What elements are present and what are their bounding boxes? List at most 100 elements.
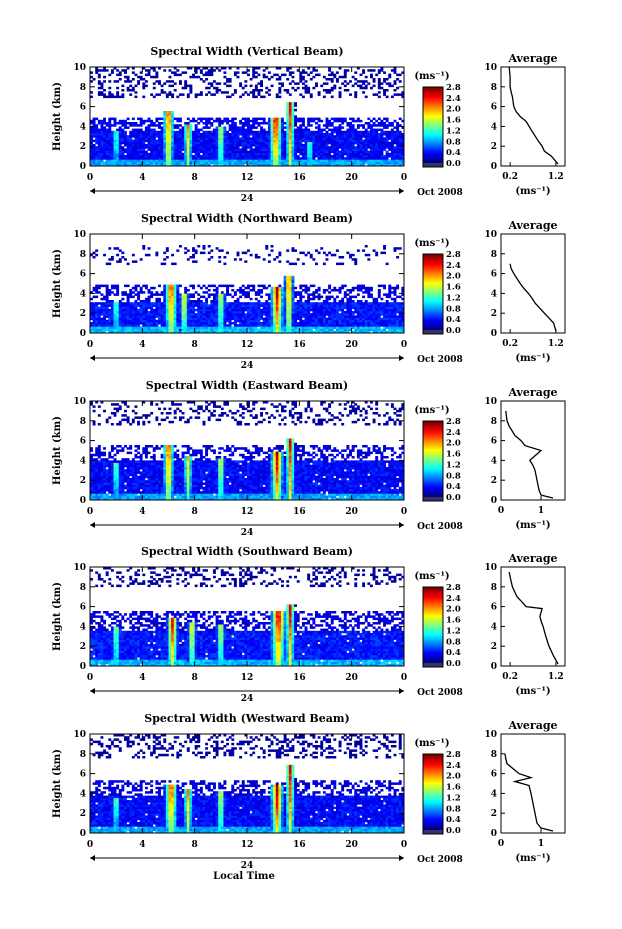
heatmap-cell [262, 117, 266, 121]
heatmap-cell [317, 159, 321, 162]
heatmap-cell [396, 78, 400, 81]
heatmap-cell [137, 148, 141, 151]
heatmap-cell [189, 308, 193, 312]
heatmap-cell [171, 297, 175, 301]
heatmap-cell [158, 152, 161, 156]
heatmap-cell [158, 322, 161, 325]
heatmap-cell [210, 82, 214, 85]
heatmap-cell [315, 291, 318, 294]
heatmap-cell [294, 295, 298, 299]
heatmap-cell [207, 117, 211, 121]
heatmap-cell [197, 317, 201, 321]
colorbar-step [423, 119, 443, 122]
heatmap-cell [278, 86, 282, 90]
heatmap-cell [309, 293, 313, 296]
heatmap-cell [215, 297, 219, 301]
heatmap-cell [377, 122, 381, 125]
heatmap-cell [294, 159, 298, 162]
heatmap-cell [393, 152, 397, 156]
heatmap-cell [401, 144, 405, 147]
heatmap-cell [260, 302, 263, 305]
heatmap-cell [105, 95, 109, 99]
heatmap-cell [124, 133, 127, 136]
heatmap-cell [116, 159, 120, 162]
heatmap-cell [354, 330, 358, 334]
heatmap-cell [197, 67, 201, 70]
colorbar-step [423, 123, 443, 126]
heatmap-cell [118, 313, 122, 316]
heatmap-cell [278, 260, 282, 263]
heatmap-cell [155, 148, 159, 151]
heatmap-cell [171, 295, 175, 299]
heatmap-cell [304, 291, 308, 294]
heatmap-cell [291, 133, 295, 136]
heatmap-cell [265, 75, 269, 79]
heatmap-cell [181, 133, 185, 136]
heatmap-cell [155, 117, 159, 121]
heatmap-cell [189, 302, 193, 305]
heatmap-cell [165, 113, 169, 116]
heatmap-cell [184, 302, 188, 305]
heatmap-cell [116, 302, 120, 305]
heatmap-cell [228, 163, 232, 167]
heatmap-cell [265, 304, 269, 307]
heatmap-cell [291, 148, 295, 151]
heatmap-cell [155, 146, 159, 149]
heatmap-cell [335, 71, 339, 74]
heatmap-cell [207, 313, 211, 316]
heatmap-cell [307, 330, 311, 334]
heatmap-cell [215, 119, 219, 123]
heatmap-cell [116, 291, 120, 294]
heatmap-cell [375, 157, 379, 160]
heatmap-cell [307, 73, 311, 77]
heatmap-cell [312, 330, 316, 334]
heatmap-cell [144, 69, 148, 72]
heatmap-cell [150, 295, 154, 299]
heatmap-cell [121, 93, 125, 96]
heatmap-cell [207, 330, 211, 334]
heatmap-cell [113, 117, 117, 121]
heatmap-cell [199, 300, 203, 303]
heatmap-cell [383, 126, 386, 129]
heatmap-cell [220, 122, 224, 125]
heatmap-cell [265, 159, 269, 162]
heatmap-cell [105, 315, 109, 318]
heatmap-cell [393, 139, 397, 143]
heatmap-cell [199, 148, 203, 151]
heatmap-cell [294, 124, 298, 127]
heatmap-cell [296, 141, 300, 145]
heatmap-cell [171, 300, 175, 303]
heatmap-cell [349, 306, 352, 310]
heatmap-cell [265, 322, 269, 325]
heatmap-cell [385, 133, 389, 136]
heatmap-cell [273, 313, 277, 316]
heatmap-cell [247, 326, 250, 329]
heatmap-cell [147, 155, 151, 158]
heatmap-cell [150, 319, 154, 323]
heatmap-cell [231, 284, 235, 288]
heatmap-cell [100, 311, 104, 314]
heatmap-cell [218, 155, 222, 158]
heatmap-cell [92, 289, 96, 292]
heatmap-cell [278, 293, 282, 296]
heatmap-cell [283, 286, 287, 290]
heatmap-cell [338, 319, 342, 323]
heatmap-cell [377, 161, 381, 165]
heatmap-cell [139, 315, 143, 318]
heatmap-cell [173, 297, 177, 301]
heatmap-cell [236, 128, 240, 132]
heatmap-cell [398, 137, 402, 140]
heatmap-cell [364, 95, 368, 99]
heatmap-cell [92, 328, 96, 332]
heatmap-cell [315, 319, 318, 323]
heatmap-cell [257, 291, 261, 294]
heatmap-cell [171, 262, 175, 266]
heatmap-cell [294, 144, 298, 147]
heatmap-cell [252, 308, 256, 312]
heatmap-cell [320, 322, 324, 325]
heatmap-cell [252, 152, 256, 156]
heatmap-cell [307, 324, 311, 327]
heatmap-cell [186, 95, 190, 99]
heatmap-cell [377, 133, 381, 136]
heatmap-cell [377, 137, 381, 140]
